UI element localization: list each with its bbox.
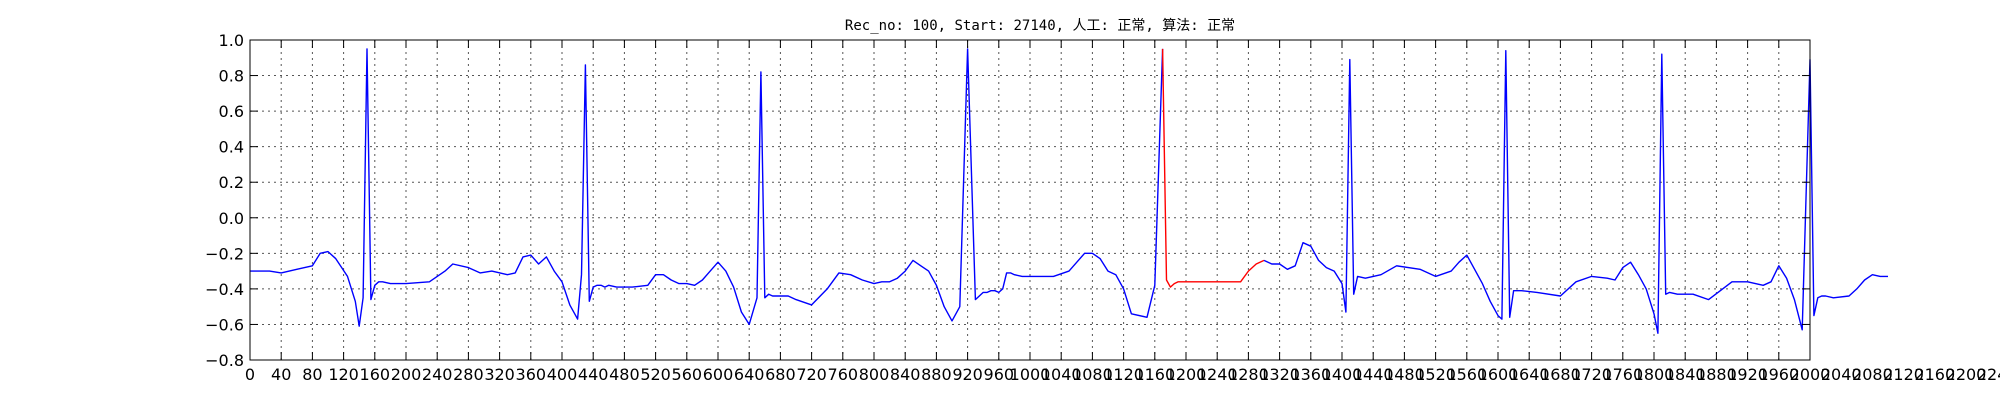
y-axis-ticks: 1.0 0.8 0.6 0.4 0.2 0.0 −0.2 −0.4 −0.6 −0.8 [205, 31, 1810, 370]
x-tick-label: 1080 [1072, 365, 1113, 384]
x-tick-label: 160 [360, 365, 391, 384]
y-tick-label: −0.6 [205, 315, 244, 334]
x-tick-label: 1280 [1228, 365, 1269, 384]
x-tick-label: 840 [890, 365, 921, 384]
x-tick-label: 880 [921, 365, 952, 384]
x-tick-label: 1840 [1665, 365, 1706, 384]
x-tick-label: 1680 [1540, 365, 1581, 384]
x-tick-label: 1960 [1758, 365, 1799, 384]
x-tick-label: 2080 [1852, 365, 1893, 384]
y-tick-label: 0.8 [219, 67, 244, 86]
x-tick-label: 1600 [1478, 365, 1519, 384]
x-tick-label: 40 [271, 365, 291, 384]
x-tick-label: 0 [245, 365, 255, 384]
x-tick-label: 640 [734, 365, 765, 384]
x-tick-label: 1720 [1571, 365, 1612, 384]
x-tick-label: 1240 [1197, 365, 1238, 384]
x-tick-label: 1120 [1103, 365, 1144, 384]
y-tick-label: −0.4 [205, 280, 244, 299]
x-tick-label: 760 [828, 365, 859, 384]
x-tick-label: 1760 [1602, 365, 1643, 384]
x-tick-label: 960 [984, 365, 1015, 384]
x-tick-label: 2160 [1914, 365, 1955, 384]
x-tick-label: 2200 [1946, 365, 1987, 384]
y-tick-label: −0.2 [205, 244, 244, 263]
x-tick-label: 400 [547, 365, 578, 384]
x-tick-label: 80 [302, 365, 322, 384]
x-tick-label: 1880 [1696, 365, 1737, 384]
y-tick-label: 0.4 [219, 138, 244, 157]
x-tick-label: 800 [859, 365, 890, 384]
x-tick-label: 1560 [1446, 365, 1487, 384]
x-axis-ticks: 0 40 80 120 160 200 240 280 320 360 400 440 480 520 56… [245, 40, 2000, 384]
x-tick-label: 2040 [1821, 365, 1862, 384]
y-tick-label: −0.8 [205, 351, 244, 370]
y-tick-label: 1.0 [219, 31, 244, 50]
x-tick-label: 1160 [1134, 365, 1175, 384]
x-tick-label: 1320 [1259, 365, 1300, 384]
x-tick-label: 1040 [1041, 365, 1082, 384]
y-tick-label: 0.6 [219, 102, 244, 121]
x-tick-label: 1920 [1727, 365, 1768, 384]
x-tick-label: 480 [609, 365, 640, 384]
x-tick-label: 1520 [1415, 365, 1456, 384]
series-group [250, 48, 1888, 334]
x-tick-label: 320 [484, 365, 515, 384]
x-tick-label: 1480 [1384, 365, 1425, 384]
x-tick-label: 120 [328, 365, 359, 384]
ecg-series-line-2 [1161, 48, 1265, 288]
x-tick-label: 1640 [1509, 365, 1550, 384]
x-tick-label: 1440 [1353, 365, 1394, 384]
x-tick-label: 2120 [1883, 365, 1924, 384]
x-tick-label: 200 [391, 365, 422, 384]
x-tick-label: 2240 [1977, 365, 2000, 384]
x-tick-label: 1200 [1166, 365, 1207, 384]
ecg-series-line-3 [1263, 50, 1888, 334]
x-tick-label: 240 [422, 365, 453, 384]
chart-title: Rec_no: 100, Start: 27140, 人工: 正常, 算法: 正… [845, 18, 1235, 34]
x-tick-label: 440 [578, 365, 609, 384]
ecg-series-line-1 [250, 48, 1164, 327]
y-tick-label: 0.2 [219, 173, 244, 192]
x-tick-label: 1360 [1290, 365, 1331, 384]
x-tick-label: 1800 [1634, 365, 1675, 384]
x-tick-label: 920 [952, 365, 983, 384]
x-tick-label: 680 [765, 365, 796, 384]
x-tick-label: 2000 [1790, 365, 1831, 384]
x-tick-label: 720 [796, 365, 827, 384]
x-tick-label: 1400 [1322, 365, 1363, 384]
x-tick-label: 1000 [1010, 365, 1051, 384]
x-tick-label: 280 [453, 365, 484, 384]
grid-lines [250, 40, 1810, 360]
y-tick-label: 0.0 [219, 209, 244, 228]
x-tick-label: 600 [703, 365, 734, 384]
x-tick-label: 560 [672, 365, 703, 384]
x-tick-label: 520 [640, 365, 671, 384]
x-tick-label: 360 [516, 365, 547, 384]
